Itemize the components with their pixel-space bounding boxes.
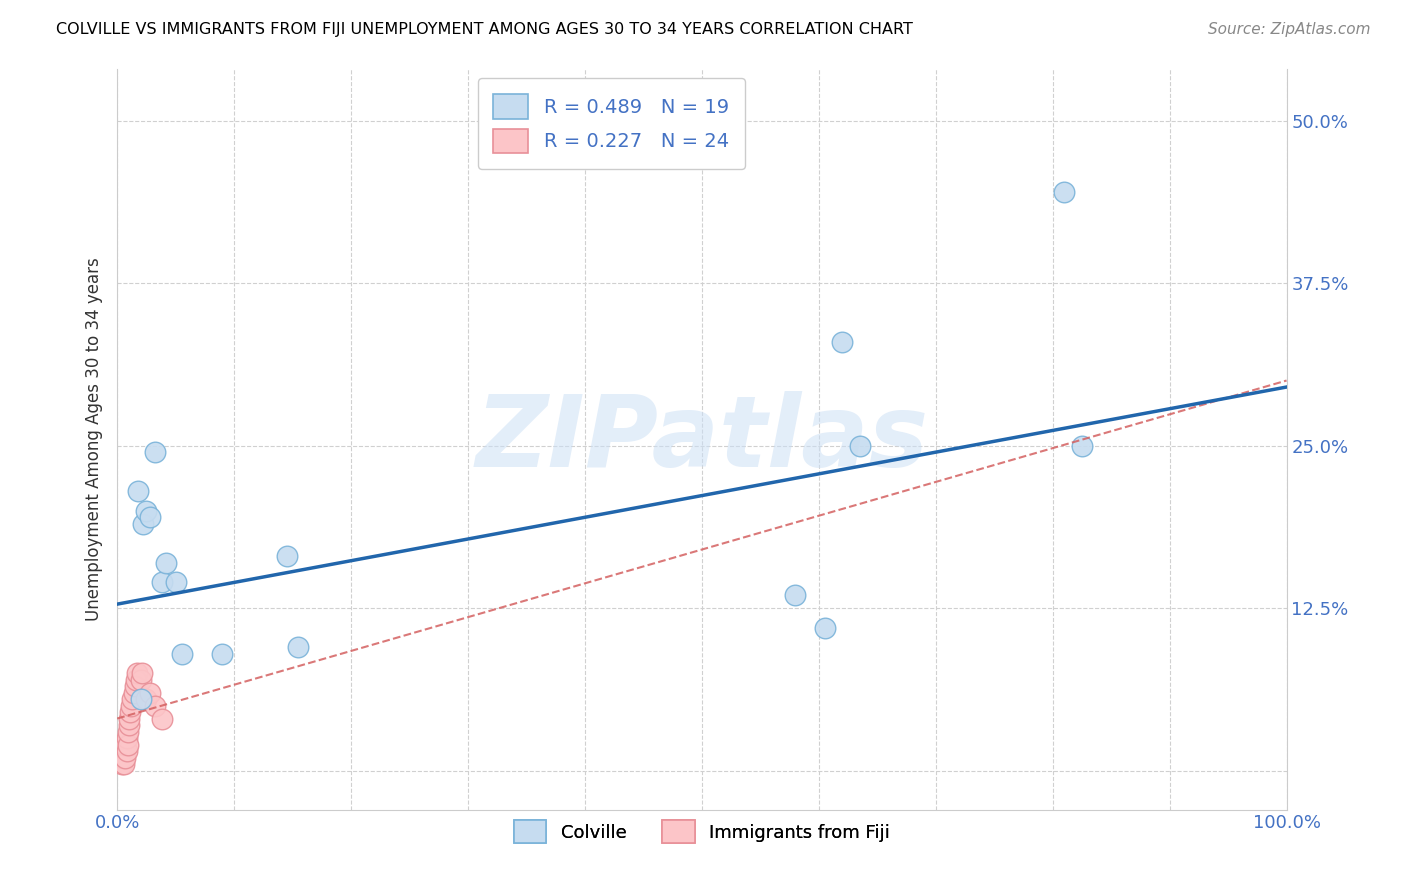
Point bbox=[112, 750, 135, 764]
Point bbox=[117, 724, 139, 739]
Point bbox=[814, 621, 837, 635]
Y-axis label: Unemployment Among Ages 30 to 34 years: Unemployment Among Ages 30 to 34 years bbox=[86, 257, 103, 621]
Point bbox=[115, 744, 138, 758]
Point bbox=[127, 483, 149, 498]
Point bbox=[287, 640, 309, 654]
Point bbox=[143, 445, 166, 459]
Point bbox=[170, 647, 193, 661]
Point bbox=[120, 698, 142, 713]
Point bbox=[211, 647, 233, 661]
Point bbox=[117, 738, 139, 752]
Point bbox=[155, 556, 177, 570]
Point bbox=[1071, 438, 1094, 452]
Point bbox=[1053, 185, 1076, 199]
Point bbox=[150, 575, 173, 590]
Point bbox=[132, 516, 155, 531]
Legend: Colville, Immigrants from Fiji: Colville, Immigrants from Fiji bbox=[505, 811, 900, 853]
Point bbox=[831, 334, 853, 349]
Point bbox=[139, 510, 162, 524]
Point bbox=[111, 757, 134, 772]
Point bbox=[135, 692, 157, 706]
Point bbox=[125, 673, 148, 687]
Point bbox=[276, 549, 298, 563]
Point bbox=[118, 705, 141, 719]
Point bbox=[139, 685, 162, 699]
Text: ZIPatlas: ZIPatlas bbox=[475, 391, 928, 488]
Point bbox=[122, 685, 145, 699]
Point bbox=[118, 718, 141, 732]
Point bbox=[125, 666, 148, 681]
Point bbox=[131, 666, 153, 681]
Point bbox=[150, 712, 173, 726]
Text: Source: ZipAtlas.com: Source: ZipAtlas.com bbox=[1208, 22, 1371, 37]
Point bbox=[785, 588, 807, 602]
Point bbox=[129, 673, 152, 687]
Point bbox=[165, 575, 187, 590]
Point bbox=[129, 692, 152, 706]
Point bbox=[114, 750, 136, 764]
Point bbox=[121, 692, 143, 706]
Point bbox=[143, 698, 166, 713]
Text: COLVILLE VS IMMIGRANTS FROM FIJI UNEMPLOYMENT AMONG AGES 30 TO 34 YEARS CORRELAT: COLVILLE VS IMMIGRANTS FROM FIJI UNEMPLO… bbox=[56, 22, 912, 37]
Point bbox=[112, 757, 135, 772]
Point bbox=[115, 731, 138, 745]
Point bbox=[848, 438, 870, 452]
Point bbox=[118, 712, 141, 726]
Point bbox=[114, 738, 136, 752]
Point bbox=[135, 503, 157, 517]
Point bbox=[124, 679, 146, 693]
